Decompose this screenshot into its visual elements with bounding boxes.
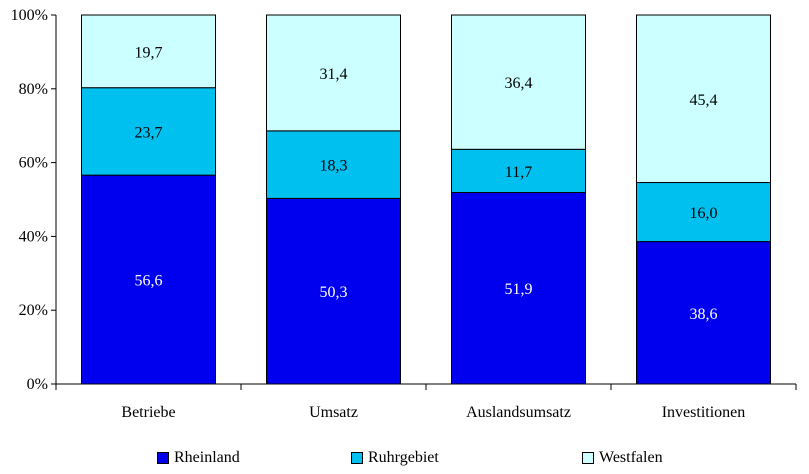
legend-label-rheinland: Rheinland — [174, 449, 240, 466]
legend-item-ruhrgebiet: Ruhrgebiet — [351, 449, 439, 467]
y-tick-label: 60% — [19, 155, 48, 172]
data-label: 11,7 — [505, 164, 532, 181]
data-label: 38,6 — [690, 306, 718, 323]
x-tick-label: Auslandsumsatz — [466, 404, 571, 421]
y-tick-label: 20% — [19, 302, 48, 319]
bar-segment-ruhrgebiet — [636, 182, 771, 243]
bar-segment-ruhrgebiet — [266, 130, 401, 199]
bar-segment-rheinland — [451, 191, 586, 385]
legend-label-ruhrgebiet: Ruhrgebiet — [368, 449, 439, 466]
y-tick-label: 40% — [19, 228, 48, 245]
legend-item-westfalen: Westfalen — [582, 449, 663, 467]
data-label: 23,7 — [135, 124, 163, 141]
data-label: 56,6 — [135, 273, 163, 290]
bar-segment-westfalen — [81, 14, 216, 89]
y-tick-label: 80% — [19, 81, 48, 98]
data-label: 51,9 — [505, 281, 533, 298]
bar-segment-ruhrgebiet — [451, 148, 586, 193]
legend-swatch-ruhrgebiet — [351, 452, 363, 464]
bar-segment-rheinland — [266, 197, 401, 385]
data-label: 50,3 — [320, 284, 348, 301]
y-axis: 0% 20% 40% 60% 80% 100% — [11, 7, 57, 393]
legend: Rheinland Ruhrgebiet Westfalen — [0, 449, 809, 469]
x-tick-label: Betriebe — [121, 404, 175, 421]
bar-segment-ruhrgebiet — [81, 87, 216, 176]
legend-swatch-rheinland — [157, 452, 169, 464]
legend-label-westfalen: Westfalen — [599, 449, 663, 466]
y-tick-label: 0% — [27, 376, 48, 393]
data-label: 19,7 — [135, 44, 163, 61]
data-label: 36,4 — [505, 75, 533, 92]
bar-segment-westfalen — [636, 14, 771, 184]
x-tick-label: Investitionen — [662, 404, 746, 421]
data-label: 18,3 — [320, 158, 348, 175]
data-label: 16,0 — [690, 205, 718, 222]
legend-swatch-westfalen — [582, 452, 594, 464]
legend-item-rheinland: Rheinland — [157, 449, 240, 467]
bar-segment-rheinland — [636, 241, 771, 385]
data-label: 31,4 — [320, 66, 348, 83]
bar-segment-westfalen — [451, 14, 586, 150]
data-label: 45,4 — [690, 92, 718, 109]
bar-segment-westfalen — [266, 14, 401, 132]
x-tick-label: Umsatz — [309, 404, 358, 421]
y-tick-label: 100% — [11, 7, 48, 24]
x-axis: Betriebe Umsatz Auslandsumsatz Investitione… — [55, 383, 797, 421]
bars: 56,6 23,7 19,7 50,3 18,3 31,4 51,9 11,7 36,4 38,6… — [81, 14, 771, 385]
